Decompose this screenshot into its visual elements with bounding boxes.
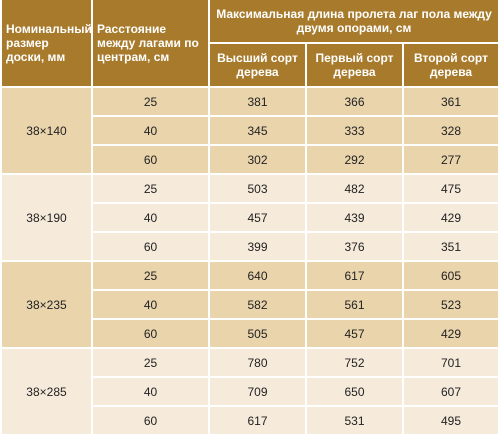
span-cell: 505 [210, 320, 305, 347]
table-row: 60 399 376 351 [2, 233, 498, 260]
span-cell: 333 [307, 117, 402, 144]
span-cell: 709 [210, 378, 305, 405]
table-row: 38×235 25 640 617 605 [2, 262, 498, 347]
span-cell: 366 [307, 88, 402, 115]
spacing-cell: 40 [93, 204, 208, 231]
span-cell: 292 [307, 146, 402, 173]
span-cell: 328 [404, 117, 498, 144]
span-cell: 351 [404, 233, 498, 260]
span-cell: 582 [210, 291, 305, 318]
spacing-cell: 60 [93, 146, 208, 173]
header-grade: Первый сорт дерева [307, 44, 402, 86]
span-cell: 399 [210, 233, 305, 260]
span-cell: 531 [307, 407, 402, 434]
span-cell: 361 [404, 88, 498, 115]
spacing-cell: 25 [93, 175, 208, 202]
spacing-cell: 25 [93, 349, 208, 376]
size-cell: 38×285 [2, 349, 91, 434]
spacing-cell: 25 [93, 262, 208, 289]
table-row: 40 345 333 328 [2, 117, 498, 144]
table-row: 40 709 650 607 [2, 378, 498, 405]
span-cell: 457 [307, 320, 402, 347]
table-row: 40 457 439 429 [2, 204, 498, 231]
span-cell: 780 [210, 349, 305, 376]
span-cell: 617 [307, 262, 402, 289]
span-cell: 277 [404, 146, 498, 173]
table-body: 38×140 25 381 366 361 40 345 333 328 60 302 292 277 3… [2, 88, 498, 434]
span-cell: 752 [307, 349, 402, 376]
table-row: 38×140 25 381 366 361 [2, 88, 498, 173]
span-cell: 457 [210, 204, 305, 231]
header-size: Номинальный размер доски, мм [2, 0, 92, 86]
table-row: 40 582 561 523 [2, 291, 498, 318]
size-cell: 38×190 [2, 175, 91, 260]
span-cell: 376 [307, 233, 402, 260]
spacing-cell: 25 [93, 88, 208, 115]
span-cell: 429 [404, 320, 498, 347]
span-cell: 640 [210, 262, 305, 289]
span-cell: 381 [210, 88, 305, 115]
span-cell: 302 [210, 146, 305, 173]
size-cell: 38×235 [2, 262, 91, 347]
span-cell: 482 [307, 175, 402, 202]
span-cell: 650 [307, 378, 402, 405]
span-cell: 439 [307, 204, 402, 231]
span-cell: 607 [404, 378, 498, 405]
span-cell: 605 [404, 262, 498, 289]
span-cell: 523 [404, 291, 498, 318]
span-cell: 475 [404, 175, 498, 202]
span-cell: 617 [210, 407, 305, 434]
table-row: 60 505 457 429 [2, 320, 498, 347]
header-spacing: Расстояние между лагами по центрам, см [93, 0, 208, 86]
span-cell: 503 [210, 175, 305, 202]
table-row: 38×285 25 780 752 701 [2, 349, 498, 434]
spacing-cell: 60 [93, 320, 208, 347]
table-row: 60 302 292 277 [2, 146, 498, 173]
spacing-cell: 60 [93, 233, 208, 260]
table-row: 38×190 25 503 482 475 [2, 175, 498, 260]
spacing-cell: 40 [93, 378, 208, 405]
table-row: 60 617 531 495 [2, 407, 498, 434]
spacing-cell: 60 [93, 407, 208, 434]
span-cell: 429 [404, 204, 498, 231]
header-span: Максимальная длина пролета лаг пола межд… [210, 0, 498, 42]
spacing-cell: 40 [93, 117, 208, 144]
size-cell: 38×140 [2, 88, 91, 173]
span-cell: 495 [404, 407, 498, 434]
spacing-cell: 40 [93, 291, 208, 318]
span-cell: 345 [210, 117, 305, 144]
span-cell: 561 [307, 291, 402, 318]
span-cell: 701 [404, 349, 498, 376]
header-grade: Второй сорт дерева [404, 44, 498, 86]
header-grade: Высший сорт дерева [210, 44, 305, 86]
